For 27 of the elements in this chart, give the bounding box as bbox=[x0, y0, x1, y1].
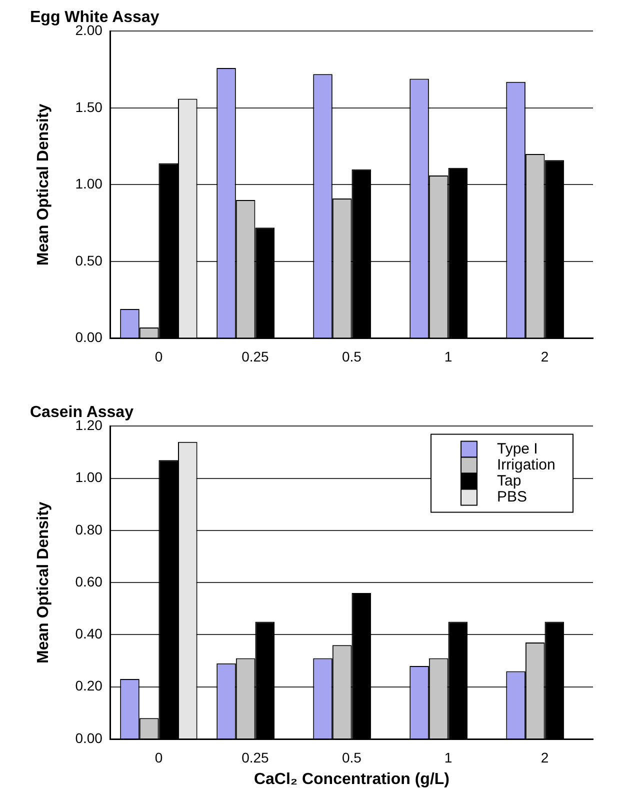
x-axis-title: CaCl₂ Concentration (g/L) bbox=[254, 770, 450, 788]
x-tick-label: 0 bbox=[154, 749, 163, 766]
legend-label: PBS bbox=[497, 488, 528, 506]
y-tick-label: 1.50 bbox=[75, 98, 103, 115]
y-tick-label: 0.40 bbox=[75, 626, 103, 642]
y-axis-title: Mean Optical Density bbox=[35, 104, 52, 266]
x-tick-label: 2 bbox=[540, 348, 549, 364]
x-tick-label: 2 bbox=[540, 749, 549, 766]
x-tick-label: 1 bbox=[444, 749, 452, 766]
y-tick-label: 1.00 bbox=[75, 176, 103, 192]
x-tick-label: 0.25 bbox=[242, 348, 270, 364]
y-tick-label: 0.60 bbox=[75, 573, 103, 590]
y-tick-label: 0.00 bbox=[75, 730, 103, 746]
y-axis-title: Mean Optical Density bbox=[35, 502, 52, 664]
x-tick-label: 0.25 bbox=[242, 749, 270, 766]
y-tick-label: 0.20 bbox=[75, 678, 103, 694]
x-tick-label: 0.5 bbox=[342, 749, 362, 766]
legend-label: Tap bbox=[497, 472, 522, 490]
legend-label: Irrigation bbox=[497, 456, 556, 474]
x-tick-label: 0.5 bbox=[342, 348, 362, 364]
y-tick-label: 0.80 bbox=[75, 521, 103, 538]
x-tick-label: 0 bbox=[154, 348, 163, 364]
y-tick-label: 0.00 bbox=[75, 329, 103, 346]
y-tick-label: 0.50 bbox=[75, 252, 103, 268]
x-tick-label: 1 bbox=[444, 348, 452, 364]
legend-label: Type I bbox=[497, 440, 538, 458]
y-tick-label: 1.00 bbox=[75, 469, 103, 486]
